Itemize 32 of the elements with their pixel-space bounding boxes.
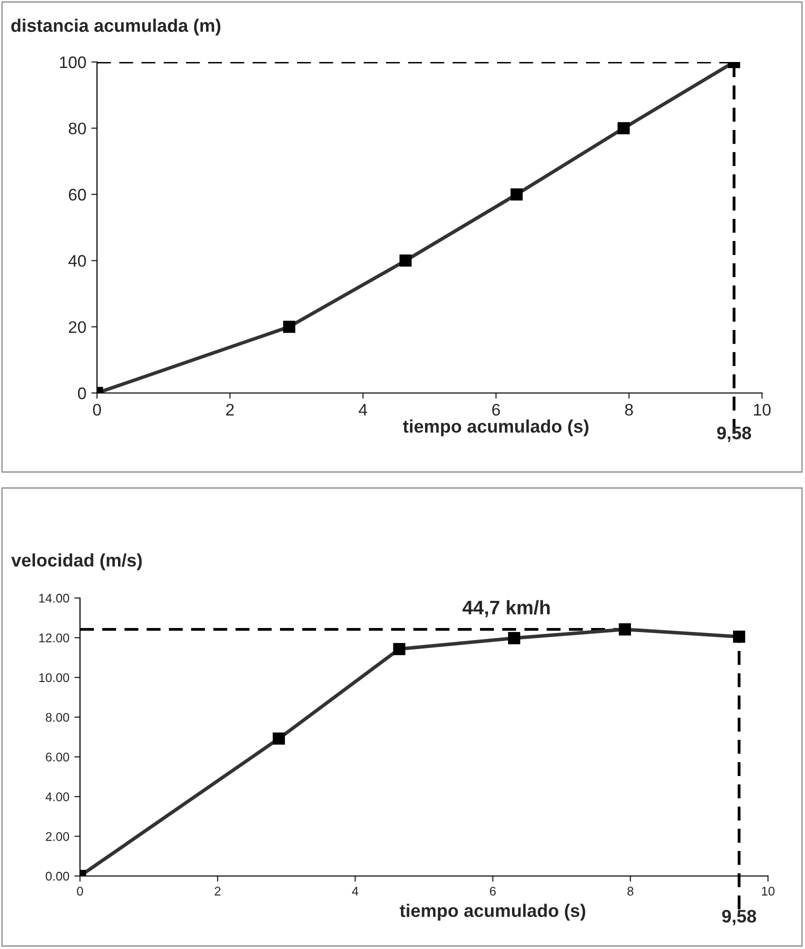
y-tick-label: 6.00 [46, 752, 70, 762]
y-tick-label: 0.00 [46, 872, 70, 881]
y-axis-title: distancia acumulada (m) [11, 18, 220, 36]
x-tick-label: 4 [358, 404, 368, 416]
x-tick-label: 2 [226, 404, 234, 416]
y-tick-label: 8.00 [46, 712, 70, 722]
ref-line-label: 9,58 [717, 426, 752, 442]
x-tick-label: 2 [214, 886, 220, 896]
y-tick-label: 14.00 [39, 594, 70, 603]
x-tick-label: 4 [352, 886, 358, 896]
ref-line-label: 44,7 km/h [462, 600, 550, 618]
y-tick-label: 40 [68, 255, 86, 267]
y-tick-label: 12.00 [39, 634, 70, 642]
x-tick-label: 6 [492, 404, 500, 416]
y-tick-label: 10.00 [39, 673, 70, 682]
x-tick-label: 6 [490, 886, 496, 896]
y-tick-label: 0 [78, 387, 86, 400]
y-tick-label: 2.00 [46, 832, 70, 841]
x-axis-title: tiempo acumulado (s) [400, 904, 586, 921]
x-tick-label: 8 [627, 886, 634, 896]
y-tick-label: 20 [68, 321, 86, 334]
x-tick-label: 10 [754, 404, 771, 416]
y-tick-label: 4.00 [46, 792, 70, 802]
y-axis-title: velocidad (m/s) [11, 553, 142, 570]
x-tick-label: 0 [93, 404, 101, 416]
x-axis-title: tiempo acumulado (s) [402, 419, 588, 436]
ref-line-label: 9,58 [722, 910, 756, 926]
x-tick-label: 8 [625, 404, 633, 416]
y-tick-label: 100 [60, 56, 86, 68]
y-tick-label: 60 [68, 188, 86, 201]
x-tick-label: 10 [762, 886, 774, 896]
y-tick-label: 80 [68, 122, 86, 134]
